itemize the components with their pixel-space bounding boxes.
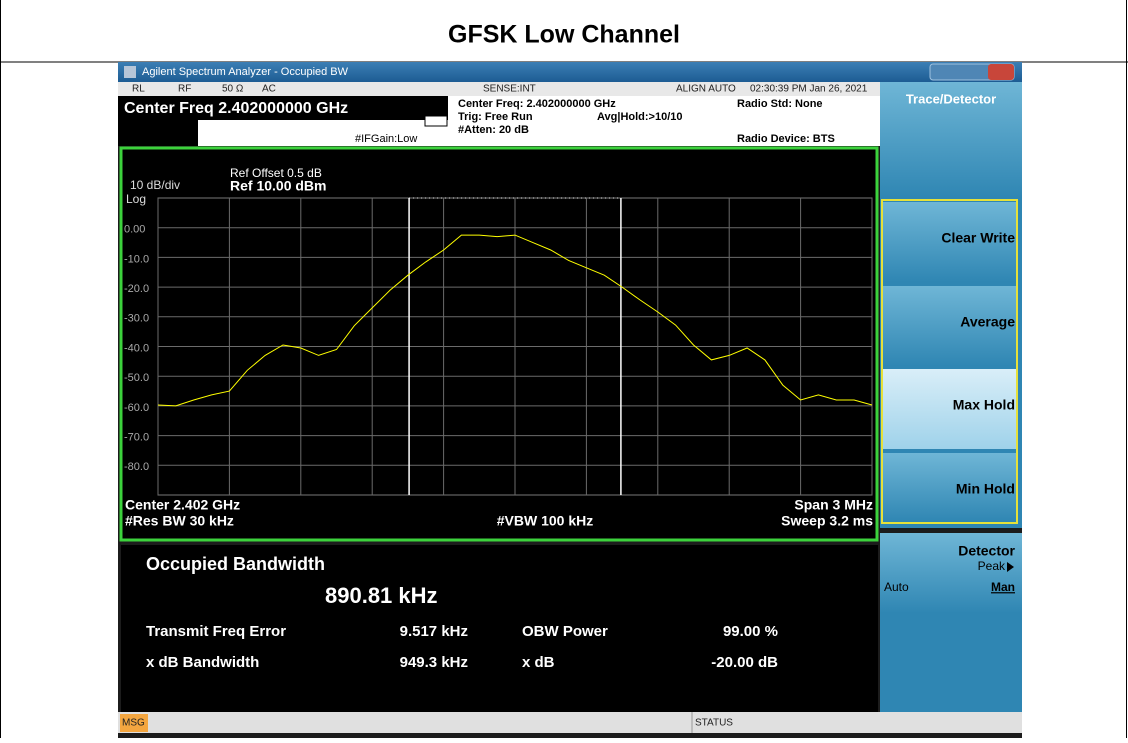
center-freq-info: Center Freq: 2.402000000 GHz bbox=[458, 98, 616, 110]
measurement-item: 99.00 % bbox=[723, 623, 778, 640]
menu-button-label: Average bbox=[960, 314, 1015, 330]
scale-type: Log bbox=[126, 192, 146, 206]
menu-button-label: Min Hold bbox=[956, 481, 1015, 497]
detector-auto: Auto bbox=[884, 580, 909, 594]
measurement-panel bbox=[121, 545, 878, 712]
measurement-rows: Transmit Freq Error 9.517 kHz OBW Power 99.… bbox=[146, 623, 778, 671]
detector-button[interactable] bbox=[880, 533, 1022, 613]
measurement-item: 949.3 kHz bbox=[400, 654, 468, 671]
atten: #Atten: 20 dB bbox=[458, 124, 529, 136]
measurement-item: 9.517 kHz bbox=[400, 623, 468, 640]
detector-label: Detector bbox=[958, 543, 1015, 559]
obw-value: 890.81 kHz bbox=[325, 583, 438, 608]
y-tick-label: -50.0 bbox=[124, 372, 149, 384]
app-icon bbox=[124, 66, 136, 78]
menu-button[interactable] bbox=[883, 202, 1016, 282]
avg-hold: Avg|Hold:>10/10 bbox=[597, 111, 683, 123]
status-item: SENSE:INT bbox=[483, 84, 536, 95]
center-freq: Center Freq 2.402000000 GHz bbox=[124, 100, 348, 117]
menu-title: Trace/Detector bbox=[906, 91, 996, 106]
y-tick-label: -80.0 bbox=[124, 461, 149, 473]
y-tick-label: -60.0 bbox=[124, 402, 149, 414]
menu-button-label: Clear Write bbox=[941, 230, 1015, 246]
menu-header bbox=[880, 82, 1022, 198]
radio-device: Radio Device: BTS bbox=[737, 133, 835, 145]
measurement-item: OBW Power bbox=[522, 623, 608, 640]
ref-level: Ref 10.00 dBm bbox=[230, 178, 326, 194]
menu-footer bbox=[880, 613, 1022, 712]
detector-man: Man bbox=[991, 580, 1015, 594]
keyboard-icon bbox=[424, 115, 448, 127]
menu-button[interactable] bbox=[883, 286, 1016, 366]
plot: 0.00 -10.0 -20.0 -30.0 -40.0 -50.0 -60.0 -70.0 -… bbox=[124, 197, 873, 496]
rbw-label: #Res BW 30 kHz bbox=[125, 513, 234, 529]
sweep-label: Sweep 3.2 ms bbox=[781, 513, 873, 529]
scale: 10 dB/div bbox=[130, 178, 180, 192]
msg-box bbox=[120, 714, 148, 732]
status-item: AC bbox=[262, 84, 276, 95]
y-tick-label: -70.0 bbox=[124, 432, 149, 444]
measurement-title: Occupied Bandwidth bbox=[146, 554, 325, 574]
y-tick-label: -10.0 bbox=[124, 253, 149, 265]
y-tick-label: -30.0 bbox=[124, 313, 149, 325]
measurement-item: x dB Bandwidth bbox=[146, 654, 259, 671]
status: STATUS bbox=[695, 718, 733, 729]
y-tick-label: -40.0 bbox=[124, 342, 149, 354]
measurement-item: Transmit Freq Error bbox=[146, 623, 286, 640]
menu-button[interactable] bbox=[883, 369, 1016, 449]
ref-offset: Ref Offset 0.5 dB bbox=[230, 166, 322, 180]
vbw-label: #VBW 100 kHz bbox=[497, 513, 593, 529]
trace bbox=[157, 234, 873, 407]
center-label: Center 2.402 GHz bbox=[125, 497, 240, 513]
status-item: RF bbox=[178, 84, 191, 95]
close-button[interactable] bbox=[988, 64, 1014, 80]
status-item: RL bbox=[132, 84, 145, 95]
menu-group-frame bbox=[881, 199, 1018, 524]
if-gain: #IFGain:Low bbox=[355, 133, 417, 145]
menu-buttons: Clear Write Average Max Hold Min Hold bbox=[883, 202, 1016, 522]
center-freq-box[interactable] bbox=[118, 96, 448, 120]
page-title: GFSK Low Channel bbox=[448, 21, 680, 49]
y-tick-label: 0.00 bbox=[124, 224, 145, 236]
status-item: 02:30:39 PM Jan 26, 2021 bbox=[750, 84, 868, 95]
menu-button-label: Max Hold bbox=[953, 397, 1015, 413]
span-label: Span 3 MHz bbox=[794, 497, 873, 513]
status-item: 50 Ω bbox=[222, 84, 244, 95]
status-item: ALIGN AUTO bbox=[676, 84, 736, 95]
status-bar bbox=[118, 712, 1022, 733]
entry-box bbox=[118, 120, 198, 146]
graph-frame bbox=[119, 146, 879, 542]
msg: MSG bbox=[122, 718, 145, 729]
measurement-item: x dB bbox=[522, 654, 555, 671]
y-tick-label: -20.0 bbox=[124, 283, 149, 295]
title-bar bbox=[118, 62, 1022, 82]
measurement-item: -20.00 dB bbox=[711, 654, 778, 671]
trig: Trig: Free Run bbox=[458, 111, 533, 123]
status-row bbox=[118, 82, 880, 96]
menu-button[interactable] bbox=[883, 453, 1016, 522]
radio-std: Radio Std: None bbox=[737, 98, 823, 110]
detector-arrow bbox=[1007, 562, 1014, 572]
window-title: Agilent Spectrum Analyzer - Occupied BW bbox=[142, 66, 349, 78]
detector-value: Peak bbox=[978, 559, 1006, 573]
